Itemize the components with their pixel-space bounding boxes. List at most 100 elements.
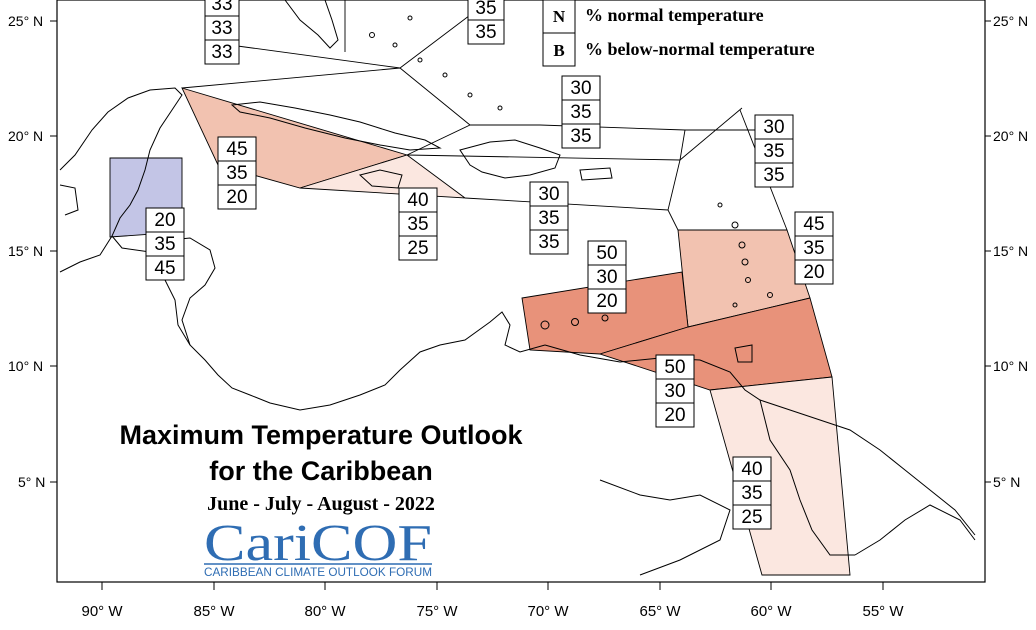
probability-cell — [754, 162, 794, 188]
season-label: June - July - August - 2022 — [207, 493, 435, 515]
box-belize-region: 20 35 45 — [145, 207, 185, 281]
probability-value: 35 — [475, 0, 496, 19]
lat-label-20: 20° N — [8, 128, 43, 144]
lon-label-75: 75° W — [416, 603, 458, 620]
legend-text-normal: % normal temperature — [585, 5, 764, 25]
lat-label-15: 15° N — [8, 243, 43, 259]
probability-cell — [529, 205, 569, 231]
lat-label-10-right: 10° N — [993, 358, 1028, 374]
probability-value: 35 — [538, 232, 559, 253]
probability-cell — [587, 288, 627, 314]
probability-cell — [145, 231, 185, 257]
lon-label-60: 60° W — [750, 603, 792, 620]
probability-cell — [561, 123, 601, 149]
probability-value: 30 — [538, 184, 559, 205]
probability-value: 50 — [664, 357, 685, 378]
probability-cell — [204, 15, 240, 41]
probability-value: 25 — [407, 238, 428, 259]
probability-cell — [732, 456, 772, 482]
probability-value: 45 — [154, 258, 175, 279]
probability-value: 20 — [664, 405, 685, 426]
probability-cell — [217, 136, 257, 162]
lat-label-25-right: 25° N — [993, 13, 1028, 29]
box-hispaniola-region: 30 35 35 — [529, 181, 569, 255]
latitude-labels-left: 25° N 20° N 15° N 10° N 5° N — [8, 13, 45, 490]
box-leeward-islands: 45 35 20 — [794, 211, 834, 285]
probability-cell — [587, 264, 627, 290]
probability-value: 30 — [664, 381, 685, 402]
probability-value: 20 — [596, 291, 617, 312]
probability-value: 35 — [154, 234, 175, 255]
probability-cell — [754, 138, 794, 164]
probability-value: 35 — [407, 214, 428, 235]
probability-value: 35 — [226, 163, 247, 184]
legend-letter-b: B — [553, 41, 564, 60]
probability-cell — [794, 259, 834, 285]
probability-value: 50 — [596, 243, 617, 264]
probability-value: 35 — [803, 238, 824, 259]
lat-ticks-left — [50, 20, 57, 483]
legend: N B % normal temperature % below-normal … — [542, 0, 815, 67]
map-frame — [56, 0, 986, 583]
probability-value: 33 — [211, 42, 232, 63]
lon-ticks — [101, 582, 884, 590]
longitude-labels: 90° W 85° W 80° W 75° W 70° W 65° W 60° … — [81, 603, 904, 620]
box-trinidad-region: 50 30 20 — [655, 354, 695, 428]
probability-value: 40 — [741, 459, 762, 480]
lat-label-5: 5° N — [18, 474, 45, 490]
probability-cell — [398, 211, 438, 237]
probability-value: 45 — [803, 214, 824, 235]
probability-value: 33 — [211, 0, 232, 15]
lon-label-90: 90° W — [81, 603, 123, 620]
probability-cell — [467, 19, 505, 45]
lon-label-65: 65° W — [639, 603, 681, 620]
probability-cell — [561, 75, 601, 101]
coastlines — [59, 0, 976, 576]
probability-cell — [732, 504, 772, 530]
box-northwest-top: 33 33 33 — [204, 0, 240, 65]
probability-cell — [732, 480, 772, 506]
probability-value: 20 — [803, 262, 824, 283]
lat-label-15-right: 15° N — [993, 243, 1028, 259]
map-title-line1: Maximum Temperature Outlook — [119, 420, 523, 450]
probability-boxes: 33 33 33 35 35 45 35 20 40 35 25 — [145, 0, 834, 530]
probability-cell — [794, 235, 834, 261]
probability-value: 35 — [475, 22, 496, 43]
box-cuba-region: 45 35 20 — [217, 136, 257, 210]
lat-label-20-right: 20° N — [993, 128, 1028, 144]
logo-wordmark: CariCOF — [204, 515, 432, 572]
probability-value: 33 — [211, 18, 232, 39]
probability-cell — [204, 39, 240, 65]
probability-value: 20 — [154, 210, 175, 231]
legend-letter-n: N — [553, 7, 566, 26]
probability-value: 35 — [570, 126, 591, 147]
title-block: Maximum Temperature Outlook for the Cari… — [119, 420, 523, 515]
legend-text-below: % below-normal temperature — [585, 39, 815, 59]
probability-cell — [794, 211, 834, 237]
probability-value: 25 — [741, 507, 762, 528]
probability-value: 30 — [596, 267, 617, 288]
probability-value: 35 — [741, 483, 762, 504]
probability-value: 20 — [226, 187, 247, 208]
lon-label-55: 55° W — [862, 603, 904, 620]
box-jamaica-region: 40 35 25 — [398, 187, 438, 261]
probability-value: 40 — [407, 190, 428, 211]
probability-value: 35 — [538, 208, 559, 229]
probability-cell — [561, 99, 601, 125]
lon-label-70: 70° W — [527, 603, 569, 620]
map-title-line2: for the Caribbean — [209, 456, 433, 486]
lat-ticks-right — [985, 20, 991, 483]
lat-label-5-right: 5° N — [993, 474, 1020, 490]
probability-cell — [398, 235, 438, 261]
probability-value: 30 — [570, 78, 591, 99]
probability-cell — [529, 181, 569, 207]
jamaica-polygon — [299, 154, 467, 199]
box-northern-lesser-antilles: 30 35 35 — [754, 114, 794, 188]
probability-cell — [217, 184, 257, 210]
box-abc-islands: 50 30 20 — [587, 240, 627, 314]
lat-label-25: 25° N — [8, 13, 43, 29]
box-guianas-region: 40 35 25 — [732, 456, 772, 530]
probability-value: 35 — [763, 165, 784, 186]
lat-label-10: 10° N — [8, 358, 43, 374]
